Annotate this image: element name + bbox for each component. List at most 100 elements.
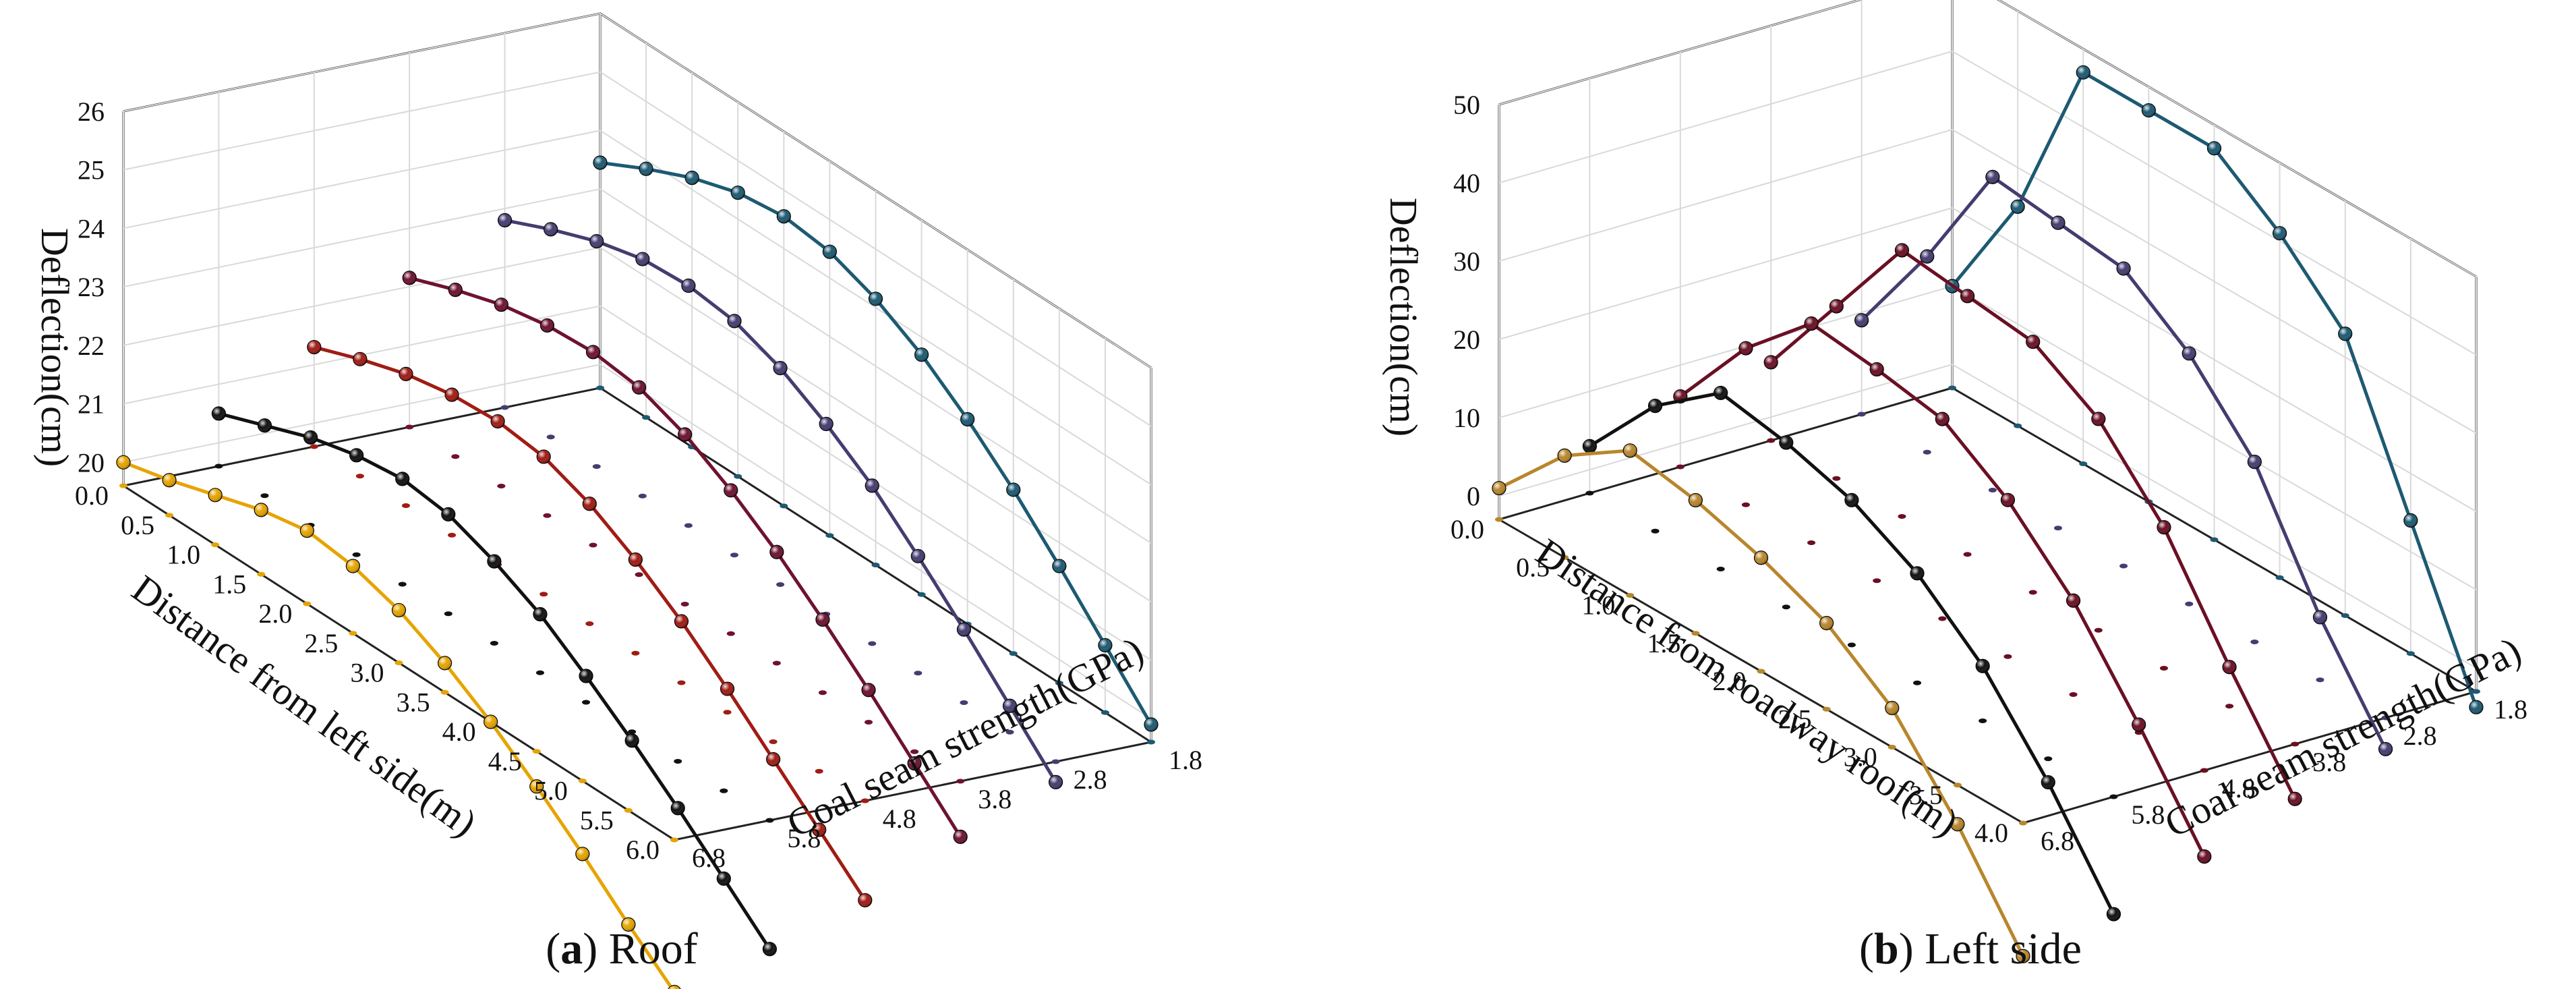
data-point-shine [2469,700,2483,714]
data-point-shine [2132,718,2146,732]
data-point-shine [777,209,791,223]
floor-marker [2250,640,2259,644]
data-point-shine [1623,443,1637,457]
floor-marker [440,689,449,695]
data-point-shine [731,186,745,200]
data-point-shine [812,822,826,837]
data-point-shine [484,715,498,729]
data-point-shine [2001,493,2015,507]
floor-marker [2185,601,2194,606]
data-point-shine [2157,520,2171,534]
floor-marker [1626,593,1635,598]
floor-marker [726,631,735,636]
data-point-shine [1492,481,1506,495]
data-point-shine [685,171,699,185]
data-point-shine [529,779,544,793]
floor-marker [730,553,739,558]
panel-a-y-axis-label: Coal seam strength(GPa) [780,628,1150,846]
gridline [123,130,1152,486]
y-tick-label: 4.8 [883,803,916,834]
floor-marker [917,592,926,597]
data-point-shine [769,545,784,559]
y-tick-label: 4.8 [2222,773,2256,803]
data-point-shine [625,733,639,747]
data-point-shine [445,388,459,402]
floor-marker [1963,552,1972,557]
data-point-shine [865,478,879,492]
data-point-shine [2313,610,2327,624]
floor-marker [497,484,506,488]
floor-marker [1873,578,1881,584]
data-point-shine [632,380,646,395]
floor-marker [1560,555,1569,560]
x-tick-label: 1.0 [167,540,200,570]
floor-marker [1585,490,1594,496]
y-tick-label: 3.8 [978,784,1012,814]
data-point-shine [954,830,968,844]
y-tick-label: 3.8 [2312,747,2346,777]
floor-marker [303,601,312,606]
floor-marker [1988,488,1997,492]
x-tick-label: 1.5 [212,569,246,599]
data-point-shine [1714,386,1728,400]
z-tick-label: 21 [78,389,105,420]
data-point-shine [773,361,788,375]
data-point-shine [1779,436,1793,450]
axis-edge [123,12,1152,369]
data-point-shine [392,603,406,617]
z-tick-label: 25 [78,155,105,186]
data-point-shine [2076,65,2090,80]
floor-marker [772,660,781,666]
data-point-shine [494,298,508,312]
data-point-shine [2026,335,2040,349]
panel-a-x-axis-label: Distance from left side(m) [124,567,485,845]
z-tick-label: 24 [78,213,105,244]
floor-marker [2003,654,2012,659]
floor-marker [394,660,403,665]
panel-b-title: Left side [1925,924,2082,973]
floor-marker [592,464,601,469]
data-point-shine [862,683,876,697]
data-point-shine [346,559,360,573]
data-point-shine [1003,699,1017,713]
floor-marker [539,592,548,597]
floor-marker [349,631,357,636]
floor-marker [2225,704,2234,709]
data-point-shine [353,352,367,366]
data-point-shine [1976,659,1990,673]
floor-marker [1832,476,1841,481]
data-point-shine [1910,566,1925,580]
floor-marker [1676,464,1685,470]
data-point-shine [1854,313,1869,327]
floor-marker [1857,412,1866,417]
data-point-shine [2197,849,2211,864]
data-point-shine [2091,412,2105,426]
floor-marker [734,474,742,479]
floor-marker [1807,540,1816,545]
gridline [1498,128,2477,434]
data-point-shine [575,847,589,861]
floor-marker [624,808,633,813]
panel-a-gridlines [123,12,1152,742]
gridline [123,188,1152,544]
data-point-shine [349,448,363,462]
floor-marker [405,424,414,430]
floor-marker [1948,385,1956,391]
floor-marker [165,513,174,518]
data-point-shine [815,613,829,627]
floor-marker [310,444,318,449]
floor-marker [2019,820,2027,826]
floor-marker [860,798,869,803]
data-point-shine [1885,701,1899,715]
data-point-shine [2011,200,2025,214]
data-point-shine [1006,482,1020,497]
data-point-shine [258,418,272,432]
floor-marker [1101,710,1109,715]
floor-marker [868,641,877,646]
floor-marker [815,768,823,774]
floor-marker [2094,627,2103,633]
data-point-shine [307,340,321,354]
x-tick-label: 5.5 [580,805,614,835]
floor-marker [2381,715,2390,720]
x-tick-label: 0.5 [121,510,154,540]
